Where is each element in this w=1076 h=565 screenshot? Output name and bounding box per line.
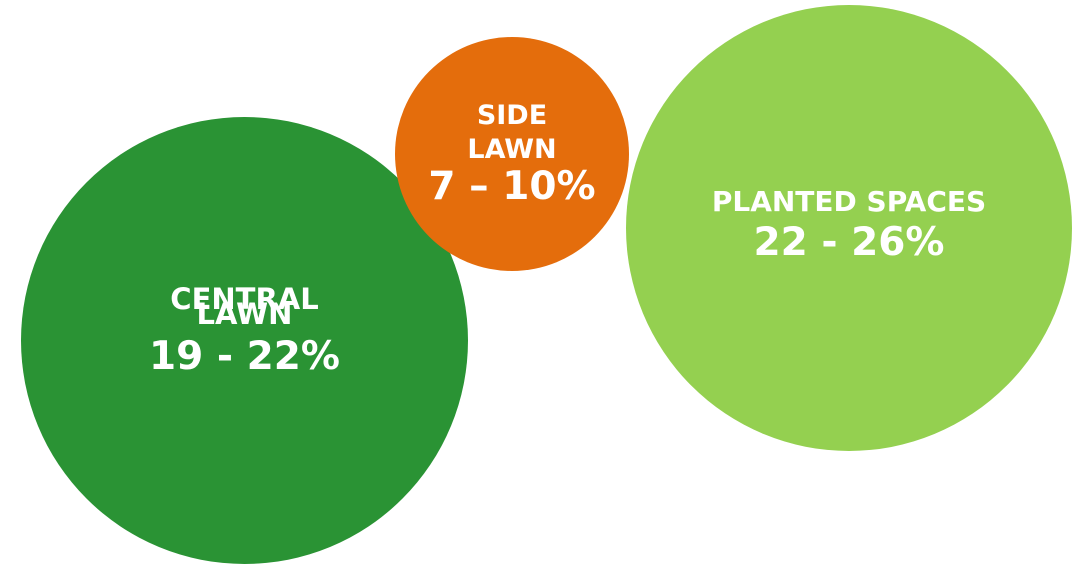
planted-spaces-bubble: PLANTED SPACES 22 - 26% bbox=[626, 5, 1072, 451]
side-lawn-label-line2: LAWN bbox=[467, 133, 557, 165]
side-lawn-bubble: SIDE LAWN 7 – 10% bbox=[395, 37, 629, 271]
side-lawn-value: 7 – 10% bbox=[428, 164, 596, 210]
planted-spaces-value: 22 - 26% bbox=[753, 220, 945, 266]
side-lawn-label-line1: SIDE bbox=[476, 99, 548, 131]
planted-spaces-label: PLANTED SPACES bbox=[711, 184, 987, 218]
central-lawn-bubble: CENTRAL LAWN 19 - 22% bbox=[21, 117, 468, 564]
central-lawn-value: 19 - 22% bbox=[149, 333, 340, 379]
central-lawn-label-line1: CENTRAL bbox=[170, 282, 319, 317]
central-lawn-label-line2: LAWN bbox=[196, 297, 293, 331]
